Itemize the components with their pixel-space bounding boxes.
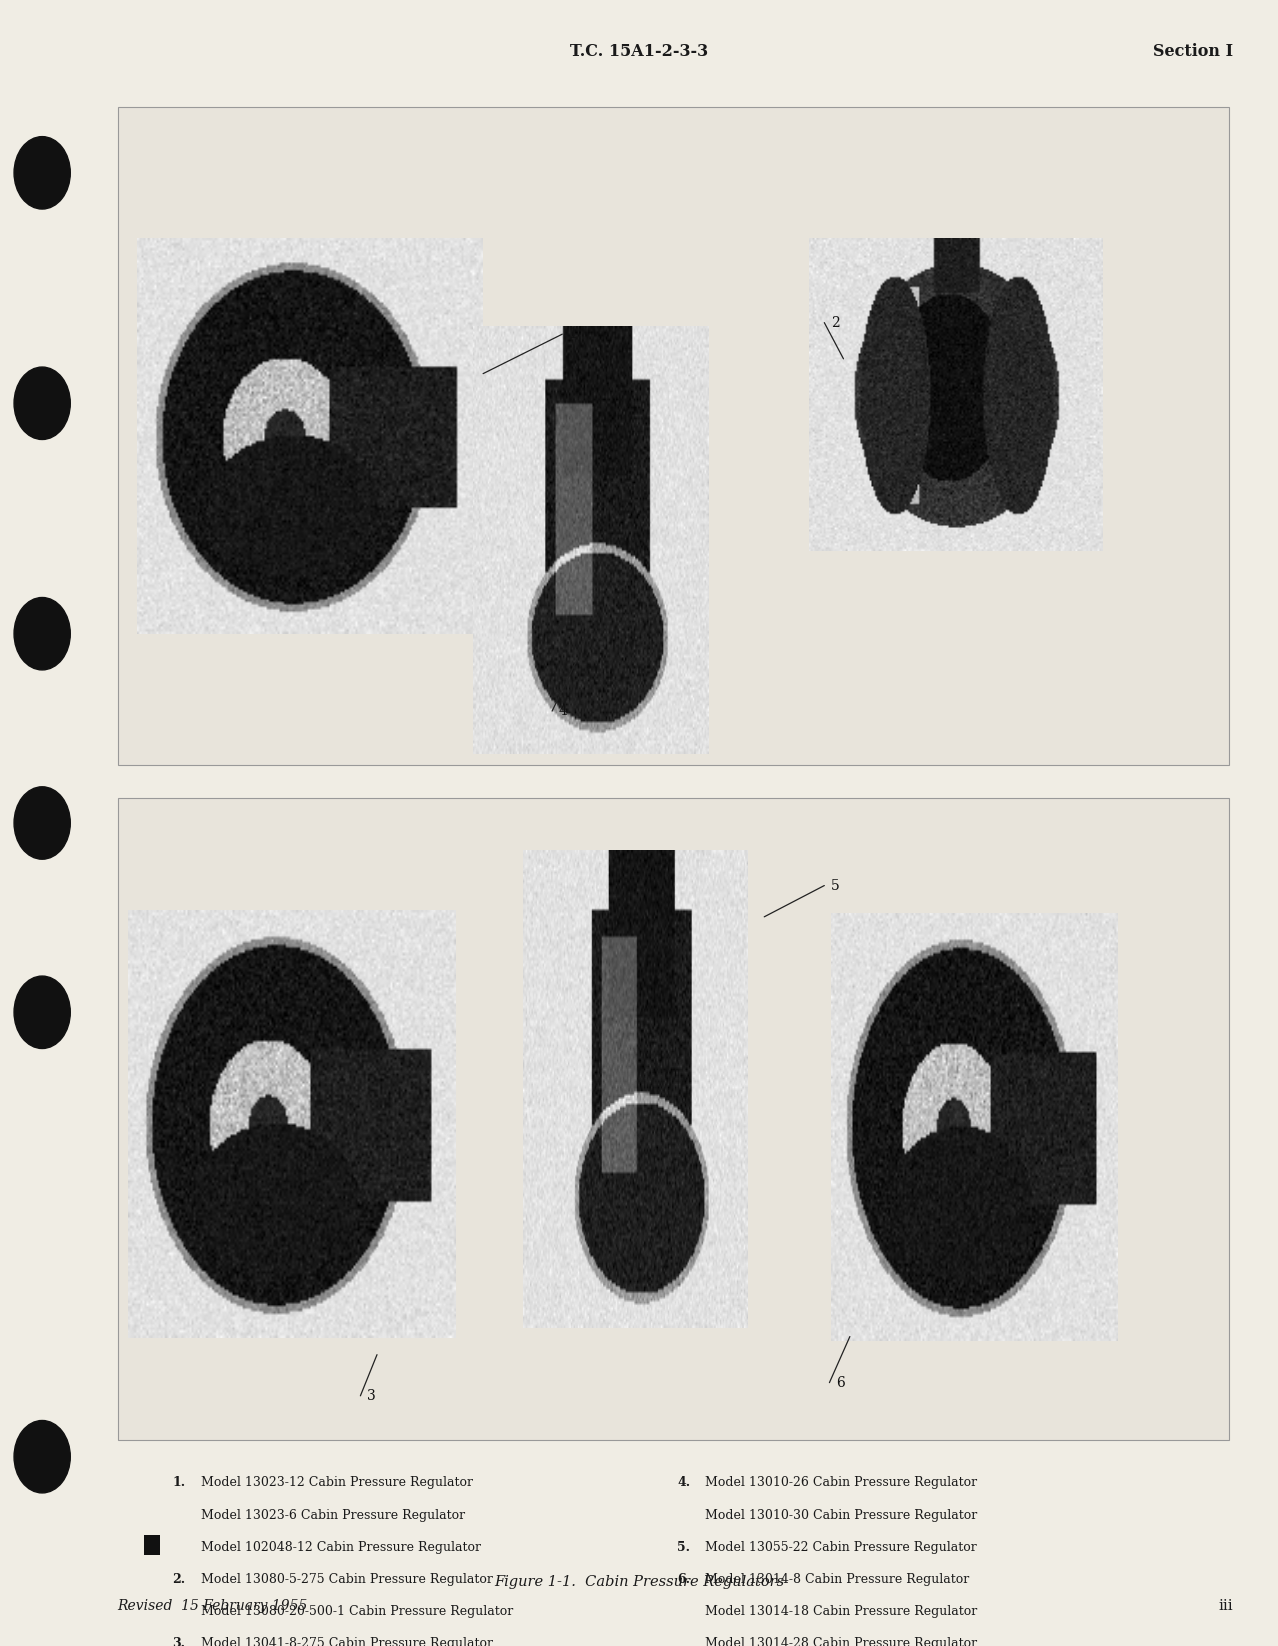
Circle shape — [14, 976, 70, 1049]
Circle shape — [14, 787, 70, 859]
Circle shape — [14, 367, 70, 439]
Text: Section I: Section I — [1153, 43, 1233, 59]
Text: 1.: 1. — [173, 1476, 185, 1490]
Bar — [118, 798, 1229, 1440]
Text: 6: 6 — [836, 1376, 845, 1389]
Text: Model 13014-28 Cabin Pressure Regulator: Model 13014-28 Cabin Pressure Regulator — [705, 1636, 978, 1646]
Text: Model 13023-12 Cabin Pressure Regulator: Model 13023-12 Cabin Pressure Regulator — [201, 1476, 473, 1490]
Text: Model 13010-30 Cabin Pressure Regulator: Model 13010-30 Cabin Pressure Regulator — [705, 1508, 978, 1521]
Text: Model 13055-22 Cabin Pressure Regulator: Model 13055-22 Cabin Pressure Regulator — [705, 1541, 978, 1554]
Text: T.C. 15A1-2-3-3: T.C. 15A1-2-3-3 — [570, 43, 708, 59]
Text: Model 13080-20-500-1 Cabin Pressure Regulator: Model 13080-20-500-1 Cabin Pressure Regu… — [201, 1605, 512, 1618]
Bar — [118, 107, 1229, 765]
Text: Revised  15 February 1955: Revised 15 February 1955 — [118, 1598, 308, 1613]
Text: 4: 4 — [558, 704, 567, 718]
Text: Model 102048-12 Cabin Pressure Regulator: Model 102048-12 Cabin Pressure Regulator — [201, 1541, 481, 1554]
Text: 2.: 2. — [173, 1574, 185, 1585]
Text: 5.: 5. — [677, 1541, 690, 1554]
Text: Model 13014-8 Cabin Pressure Regulator: Model 13014-8 Cabin Pressure Regulator — [705, 1574, 970, 1585]
Text: 5: 5 — [831, 879, 840, 892]
Circle shape — [14, 137, 70, 209]
Circle shape — [14, 1420, 70, 1493]
Text: 1: 1 — [569, 328, 578, 341]
Text: 4.: 4. — [677, 1476, 690, 1490]
Text: 3.: 3. — [173, 1636, 185, 1646]
Text: Figure 1-1.  Cabin Pressure Regulators: Figure 1-1. Cabin Pressure Regulators — [493, 1575, 785, 1590]
Text: Model 13010-26 Cabin Pressure Regulator: Model 13010-26 Cabin Pressure Regulator — [705, 1476, 978, 1490]
Text: 2: 2 — [831, 316, 840, 329]
Bar — [144, 1534, 160, 1554]
Text: 6.: 6. — [677, 1574, 690, 1585]
Text: Model 13080-5-275 Cabin Pressure Regulator: Model 13080-5-275 Cabin Pressure Regulat… — [201, 1574, 492, 1585]
Text: iii: iii — [1219, 1598, 1233, 1613]
Circle shape — [14, 597, 70, 670]
Text: Model 13014-18 Cabin Pressure Regulator: Model 13014-18 Cabin Pressure Regulator — [705, 1605, 978, 1618]
Text: Model 13023-6 Cabin Pressure Regulator: Model 13023-6 Cabin Pressure Regulator — [201, 1508, 465, 1521]
Text: Model 13041-8-275 Cabin Pressure Regulator: Model 13041-8-275 Cabin Pressure Regulat… — [201, 1636, 492, 1646]
Text: 3: 3 — [367, 1389, 376, 1402]
